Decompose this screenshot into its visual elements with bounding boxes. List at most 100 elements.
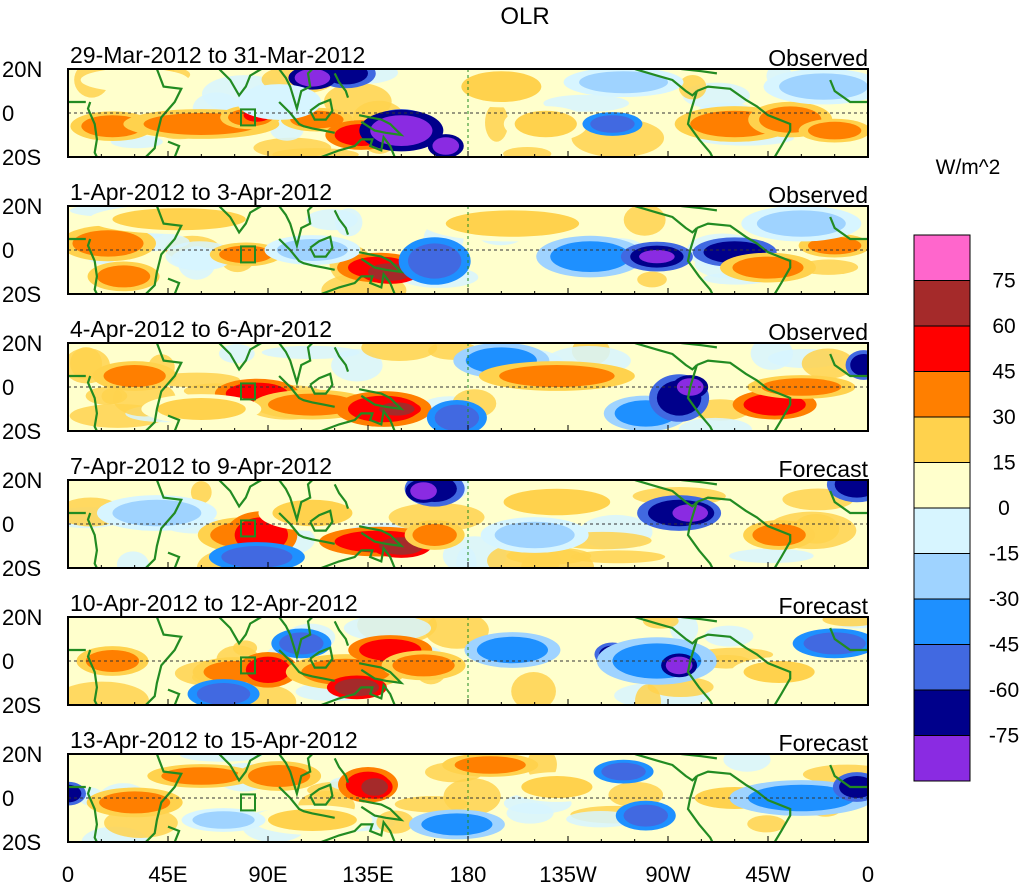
anomaly-contour: [272, 148, 359, 157]
coastline: [218, 206, 262, 235]
anomaly-contour: [392, 654, 455, 677]
lat-label: 20N: [2, 468, 42, 493]
colorbar-swatch: [913, 234, 971, 281]
colorbar-unit: W/m^2: [936, 156, 1001, 179]
anomaly-contour: [503, 488, 611, 516]
coastlines: [68, 617, 868, 705]
anomaly-contour: [421, 813, 493, 836]
anomaly-contour: [521, 776, 593, 798]
anomaly-contour: [623, 804, 668, 827]
anomaly-contour: [511, 672, 556, 705]
coastline: [218, 754, 262, 783]
anomaly-contour: [408, 243, 462, 279]
colorbar-level-label: 75: [992, 270, 1015, 293]
anomaly-contour: [410, 482, 437, 500]
map-panel: 20N 0 20S 7-Apr-2012 to 9-Apr-2012 Forecast: [2, 453, 869, 581]
coastline: [686, 227, 714, 294]
region-box: [240, 793, 256, 812]
lat-label: 20N: [2, 194, 42, 219]
anomaly-contour: [747, 815, 786, 833]
anomaly-contour: [579, 71, 668, 94]
coastline: [278, 69, 314, 113]
panel-status: Observed: [768, 319, 868, 345]
coastline: [218, 343, 262, 372]
anomaly-contour: [112, 499, 202, 527]
coastline: [145, 206, 183, 294]
anomaly-contour: [590, 115, 635, 133]
anomaly-contour: [248, 765, 311, 787]
panel-date-range: 1-Apr-2012 to 3-Apr-2012: [70, 179, 332, 205]
coastlines: [68, 343, 868, 431]
anomaly-contour: [803, 632, 866, 655]
coastline: [309, 98, 334, 121]
coastline: [829, 79, 868, 104]
coastline: [358, 388, 405, 411]
coastline: [634, 617, 698, 645]
colorbar-level-label: 45: [992, 361, 1015, 384]
anomaly-contour: [678, 74, 707, 100]
anomaly-contour: [601, 762, 646, 781]
coastline: [686, 90, 714, 157]
anomaly-contour: [434, 404, 480, 431]
anomaly-contour: [756, 210, 846, 237]
coastline: [320, 271, 396, 294]
colorbar-swatch: [913, 735, 971, 782]
colorbar-level-label: 30: [992, 406, 1015, 429]
coastline: [145, 69, 183, 157]
coastline: [86, 512, 99, 568]
colorbar-level-label: -45: [989, 634, 1019, 657]
coastline: [634, 480, 698, 508]
coastline: [218, 617, 262, 646]
anomaly-contour: [68, 681, 149, 705]
coastline: [829, 490, 868, 515]
anomaly-contour: [343, 617, 432, 642]
coastlines: [68, 69, 868, 157]
map-panel: 20N 0 20S 4-Apr-2012 to 6-Apr-2012 Observed: [2, 316, 869, 444]
coastline: [86, 649, 99, 705]
colorbar-swatch: [913, 325, 971, 372]
anomaly-contour: [99, 791, 171, 814]
lat-label: 0: [2, 238, 14, 263]
lon-label: 45E: [148, 862, 187, 887]
coastline: [358, 114, 405, 137]
anomaly-contour: [461, 71, 542, 102]
coastline: [696, 359, 792, 431]
anomaly-contour: [180, 754, 263, 762]
lon-label: 180: [450, 862, 487, 887]
coastline: [696, 770, 792, 842]
coastline: [145, 480, 183, 568]
anomaly-contour: [221, 546, 293, 568]
coastline: [278, 206, 314, 250]
anomaly-contour: [376, 810, 414, 834]
coastline: [333, 757, 350, 783]
anomaly-contour: [331, 349, 383, 382]
anomaly-contour: [156, 398, 246, 420]
coastline: [333, 483, 350, 509]
panel-status: Observed: [768, 45, 868, 71]
anomaly-contour: [190, 481, 212, 504]
colorbar-swatch: [913, 371, 971, 418]
coastline: [686, 638, 714, 705]
coastline: [358, 251, 405, 274]
colorbar-level-label: -60: [989, 679, 1019, 702]
coastline: [320, 408, 396, 431]
anomaly-contour: [672, 504, 708, 522]
anomaly-contour: [729, 548, 814, 564]
anomaly-contour: [96, 265, 151, 288]
anomaly-contour: [245, 656, 291, 683]
lat-label: 20S: [2, 145, 41, 170]
coastline: [634, 69, 698, 97]
longitude-axis: 0 45E 90E 135E 180 135W 90W 45W 0: [62, 862, 874, 887]
lat-label: 20N: [2, 57, 42, 82]
anomaly-contour: [494, 521, 575, 549]
panel-date-range: 13-Apr-2012 to 15-Apr-2012: [70, 727, 358, 753]
coastline: [167, 688, 181, 705]
anomaly-contour: [232, 640, 258, 656]
anomaly-contour: [112, 208, 246, 231]
panel-status: Forecast: [779, 456, 869, 482]
anomaly-contour: [623, 206, 666, 236]
anomaly-contour: [476, 636, 548, 664]
coastline: [278, 480, 314, 524]
colorbar-swatch: [913, 507, 971, 554]
coastline: [309, 372, 334, 395]
